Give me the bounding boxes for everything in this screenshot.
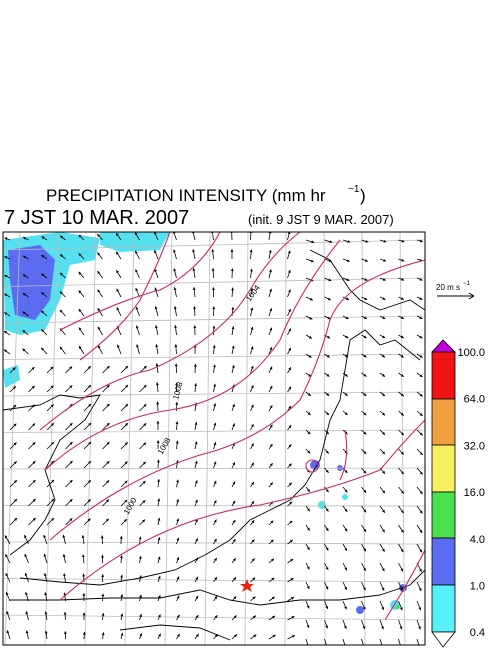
wind-arrow-head — [63, 554, 66, 557]
wind-arrow-head — [231, 268, 234, 271]
graticule-line — [3, 316, 425, 323]
vector-legend-label: 20 m s — [436, 283, 460, 292]
wind-arrow-head — [82, 554, 85, 557]
colorbar-label: 4.0 — [470, 534, 485, 546]
wind-arrow — [417, 639, 420, 648]
wind-arrow-head — [156, 382, 159, 385]
wind-arrow-head — [213, 403, 216, 406]
colorbar-label: 16.0 — [464, 487, 485, 499]
wind-arrow-head — [269, 250, 272, 253]
wind-arrow-head — [176, 499, 179, 502]
wind-arrow-head — [212, 268, 215, 271]
wind-arrow-head — [158, 518, 161, 521]
title-exponent: −1 — [348, 184, 360, 195]
wind-arrow-head — [158, 537, 161, 540]
wind-arrow-head — [44, 573, 47, 576]
wind-arrow-head — [212, 306, 215, 309]
graticule-line — [285, 232, 286, 645]
colorbar — [432, 340, 455, 647]
wind-arrow-head — [174, 287, 177, 290]
wind-arrow-head — [399, 646, 402, 649]
wind-arrow-head — [418, 645, 421, 648]
wind-arrow-head — [174, 344, 177, 347]
wind-arrow-head — [194, 364, 197, 367]
wind-arrow-head — [175, 363, 178, 366]
isobar-label: 1008 — [171, 380, 184, 400]
wind-arrow-head — [120, 614, 123, 617]
graticule-line — [3, 354, 425, 360]
wind-arrow-head — [64, 612, 67, 615]
wind-arrow-head — [232, 365, 235, 368]
wind-arrow-head — [344, 645, 347, 648]
wind-arrow-head — [82, 593, 85, 596]
wind-arrow-head — [121, 633, 124, 636]
wind-arrow — [399, 639, 402, 649]
wind-arrow-head — [101, 555, 104, 558]
wind-arrow-head — [381, 646, 384, 649]
colorbar-label: 100.0 — [457, 347, 485, 359]
wind-arrow — [380, 639, 383, 649]
wind-arrow-head — [194, 383, 197, 386]
isobar-label: 1008 — [156, 436, 173, 456]
wind-arrow-head — [156, 421, 159, 424]
isobar-label: 1004 — [244, 283, 262, 303]
colorbar-label: 64.0 — [464, 394, 485, 406]
wind-arrow-head — [213, 326, 216, 329]
wind-arrow-head — [212, 287, 215, 290]
title-end: ) — [360, 186, 366, 205]
graticule-line — [125, 232, 134, 645]
wind-arrow-head — [120, 555, 123, 558]
wind-arrow-head — [175, 402, 178, 405]
wind-arrow-head — [195, 441, 198, 444]
vector-legend-arrow — [437, 293, 474, 299]
wind-arrow-head — [193, 287, 196, 290]
wind-arrow-head — [211, 249, 214, 252]
graticule-line — [362, 232, 365, 645]
wind-arrow-head — [176, 421, 179, 424]
init-time: (init. 9 JST 9 MAR. 2007) — [248, 212, 394, 227]
wind-arrow-head — [176, 480, 179, 483]
wind-arrow-head — [155, 306, 158, 309]
wind-arrow-head — [157, 440, 160, 443]
wind-arrow-head — [83, 612, 86, 615]
map: 1004 1008 1008 1000 — [3, 230, 445, 650]
wind-arrow-head — [155, 325, 158, 328]
wind-arrow-head — [120, 536, 123, 539]
graticule — [3, 232, 445, 650]
wind-arrow — [343, 639, 346, 648]
wind-arrow-head — [64, 631, 67, 634]
wind-arrow-head — [362, 645, 365, 648]
colorbar-label: 32.0 — [464, 440, 485, 452]
graticule-line — [400, 232, 405, 645]
wind-arrow-head — [269, 269, 272, 272]
wind-arrow-head — [231, 249, 234, 252]
wind-arrow-head — [101, 594, 104, 597]
vector-legend-exponent: −1 — [463, 281, 471, 287]
colorbar-label: 0.4 — [470, 627, 485, 639]
wind-arrow-head — [62, 535, 65, 538]
wind-arrow-head — [231, 288, 234, 291]
wind-arrow-head — [192, 249, 195, 252]
wind-arrow-head — [101, 536, 104, 539]
wind-arrow-head — [156, 402, 159, 405]
wind-arrow-head — [173, 268, 176, 271]
wind-arrow-head — [213, 384, 216, 387]
wind-arrow — [362, 639, 365, 648]
wind-arrow-head — [193, 306, 196, 309]
wind-arrow-head — [250, 308, 253, 311]
valid-time: 7 JST 10 MAR. 2007 — [4, 207, 189, 229]
wind-vectors — [4, 230, 423, 648]
title: PRECIPITATION INTENSITY (mm hr — [46, 186, 326, 205]
wind-arrow — [306, 639, 309, 647]
wind-arrow-head — [193, 325, 196, 328]
wind-arrow-head — [232, 346, 235, 349]
wind-arrow-head — [250, 249, 253, 252]
colorbar-label: 1.0 — [470, 581, 485, 593]
wind-arrow-head — [101, 574, 104, 577]
wind-arrow-head — [157, 460, 160, 463]
graticule-line — [205, 232, 210, 645]
wind-arrow-head — [82, 574, 85, 577]
wind-arrow-head — [26, 631, 29, 634]
